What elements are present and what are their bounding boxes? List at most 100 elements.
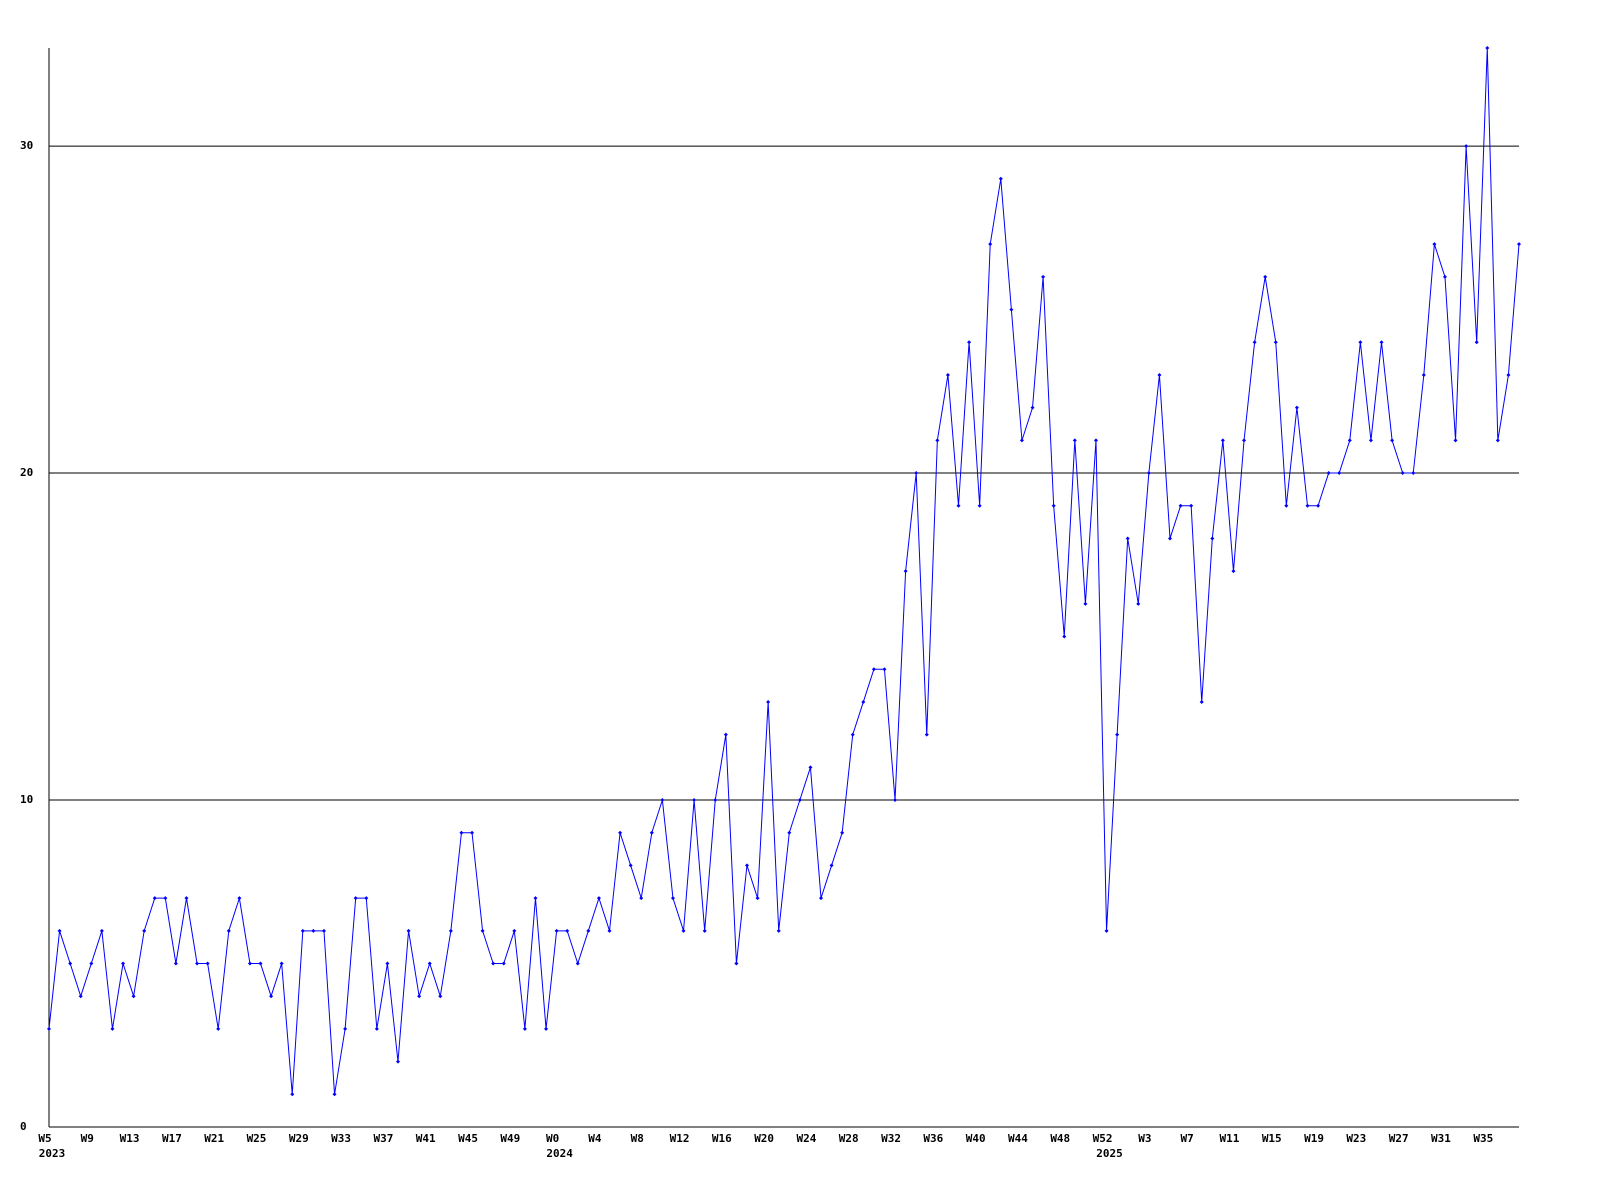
point xyxy=(1368,438,1373,443)
point xyxy=(734,961,739,966)
point xyxy=(216,1026,221,1031)
y-tick-label: 10 xyxy=(20,793,33,806)
x-tick-label: W11 xyxy=(1220,1132,1240,1145)
year-label: 2023 xyxy=(39,1147,66,1160)
x-tick-label: W23 xyxy=(1346,1132,1366,1145)
point xyxy=(681,928,686,933)
x-tick-label: W0 xyxy=(546,1132,559,1145)
point xyxy=(47,1026,51,1031)
point xyxy=(1157,372,1162,377)
point xyxy=(1347,438,1352,443)
point xyxy=(787,830,792,835)
point xyxy=(797,798,802,803)
point xyxy=(871,667,876,672)
x-tick-label: W49 xyxy=(500,1132,520,1145)
x-tick-label: W20 xyxy=(754,1132,774,1145)
point xyxy=(300,928,305,933)
point xyxy=(491,961,496,966)
point xyxy=(766,699,771,704)
point xyxy=(1432,242,1437,247)
point xyxy=(544,1026,549,1031)
point xyxy=(649,830,654,835)
point xyxy=(1273,340,1278,345)
x-tick-label: W17 xyxy=(162,1132,182,1145)
point xyxy=(237,896,242,901)
point xyxy=(1041,274,1046,279)
y-tick-label: 30 xyxy=(20,139,33,152)
point xyxy=(68,961,73,966)
point xyxy=(533,896,538,901)
point xyxy=(935,438,940,443)
point xyxy=(1062,634,1067,639)
point xyxy=(628,863,633,868)
point xyxy=(1210,536,1215,541)
point xyxy=(596,896,601,901)
point xyxy=(882,667,887,672)
x-tick-label: W41 xyxy=(416,1132,436,1145)
point xyxy=(1178,503,1183,508)
point xyxy=(1400,471,1405,476)
point xyxy=(554,928,559,933)
point xyxy=(840,830,845,835)
point xyxy=(1474,340,1479,345)
point xyxy=(1019,438,1024,443)
x-tick-label: W36 xyxy=(923,1132,943,1145)
point xyxy=(1104,928,1109,933)
point xyxy=(332,1092,337,1097)
point xyxy=(1072,438,1077,443)
point xyxy=(448,928,453,933)
point xyxy=(343,1026,348,1031)
point xyxy=(1030,405,1035,410)
point xyxy=(1115,732,1120,737)
point xyxy=(988,242,993,247)
year-label: 2024 xyxy=(546,1147,573,1160)
point xyxy=(226,928,231,933)
point xyxy=(861,699,866,704)
point xyxy=(1506,372,1511,377)
point xyxy=(1263,274,1268,279)
point xyxy=(914,471,919,476)
point xyxy=(142,928,147,933)
point xyxy=(850,732,855,737)
x-tick-label: W7 xyxy=(1181,1132,1194,1145)
x-tick-label: W29 xyxy=(289,1132,309,1145)
point xyxy=(1252,340,1257,345)
point xyxy=(459,830,464,835)
point xyxy=(385,961,390,966)
point xyxy=(480,928,485,933)
point xyxy=(1168,536,1173,541)
point xyxy=(702,928,707,933)
y-tick-label: 20 xyxy=(20,466,33,479)
x-tick-label: W5 xyxy=(38,1132,51,1145)
point xyxy=(1146,471,1151,476)
y-tick-label: 0 xyxy=(20,1120,27,1133)
x-tick-label: W32 xyxy=(881,1132,901,1145)
line xyxy=(48,47,1520,1095)
point xyxy=(417,994,422,999)
x-tick-label: W35 xyxy=(1473,1132,1493,1145)
point xyxy=(184,896,189,901)
point xyxy=(279,961,284,966)
point xyxy=(977,503,982,508)
x-tick-label: W8 xyxy=(631,1132,644,1145)
point xyxy=(1305,503,1310,508)
point xyxy=(1294,405,1299,410)
x-tick-label: W15 xyxy=(1262,1132,1282,1145)
point xyxy=(945,372,950,377)
point xyxy=(1125,536,1130,541)
year-label: 2025 xyxy=(1096,1147,1123,1160)
point xyxy=(692,798,697,803)
point xyxy=(110,1026,115,1031)
point xyxy=(1379,340,1384,345)
point xyxy=(723,732,728,737)
point xyxy=(1453,438,1458,443)
point xyxy=(1485,46,1490,50)
point xyxy=(374,1026,379,1031)
point xyxy=(819,896,824,901)
x-tick-label: W48 xyxy=(1050,1132,1070,1145)
point xyxy=(586,928,591,933)
x-tick-label: W37 xyxy=(373,1132,393,1145)
point xyxy=(247,961,252,966)
point xyxy=(1051,503,1056,508)
